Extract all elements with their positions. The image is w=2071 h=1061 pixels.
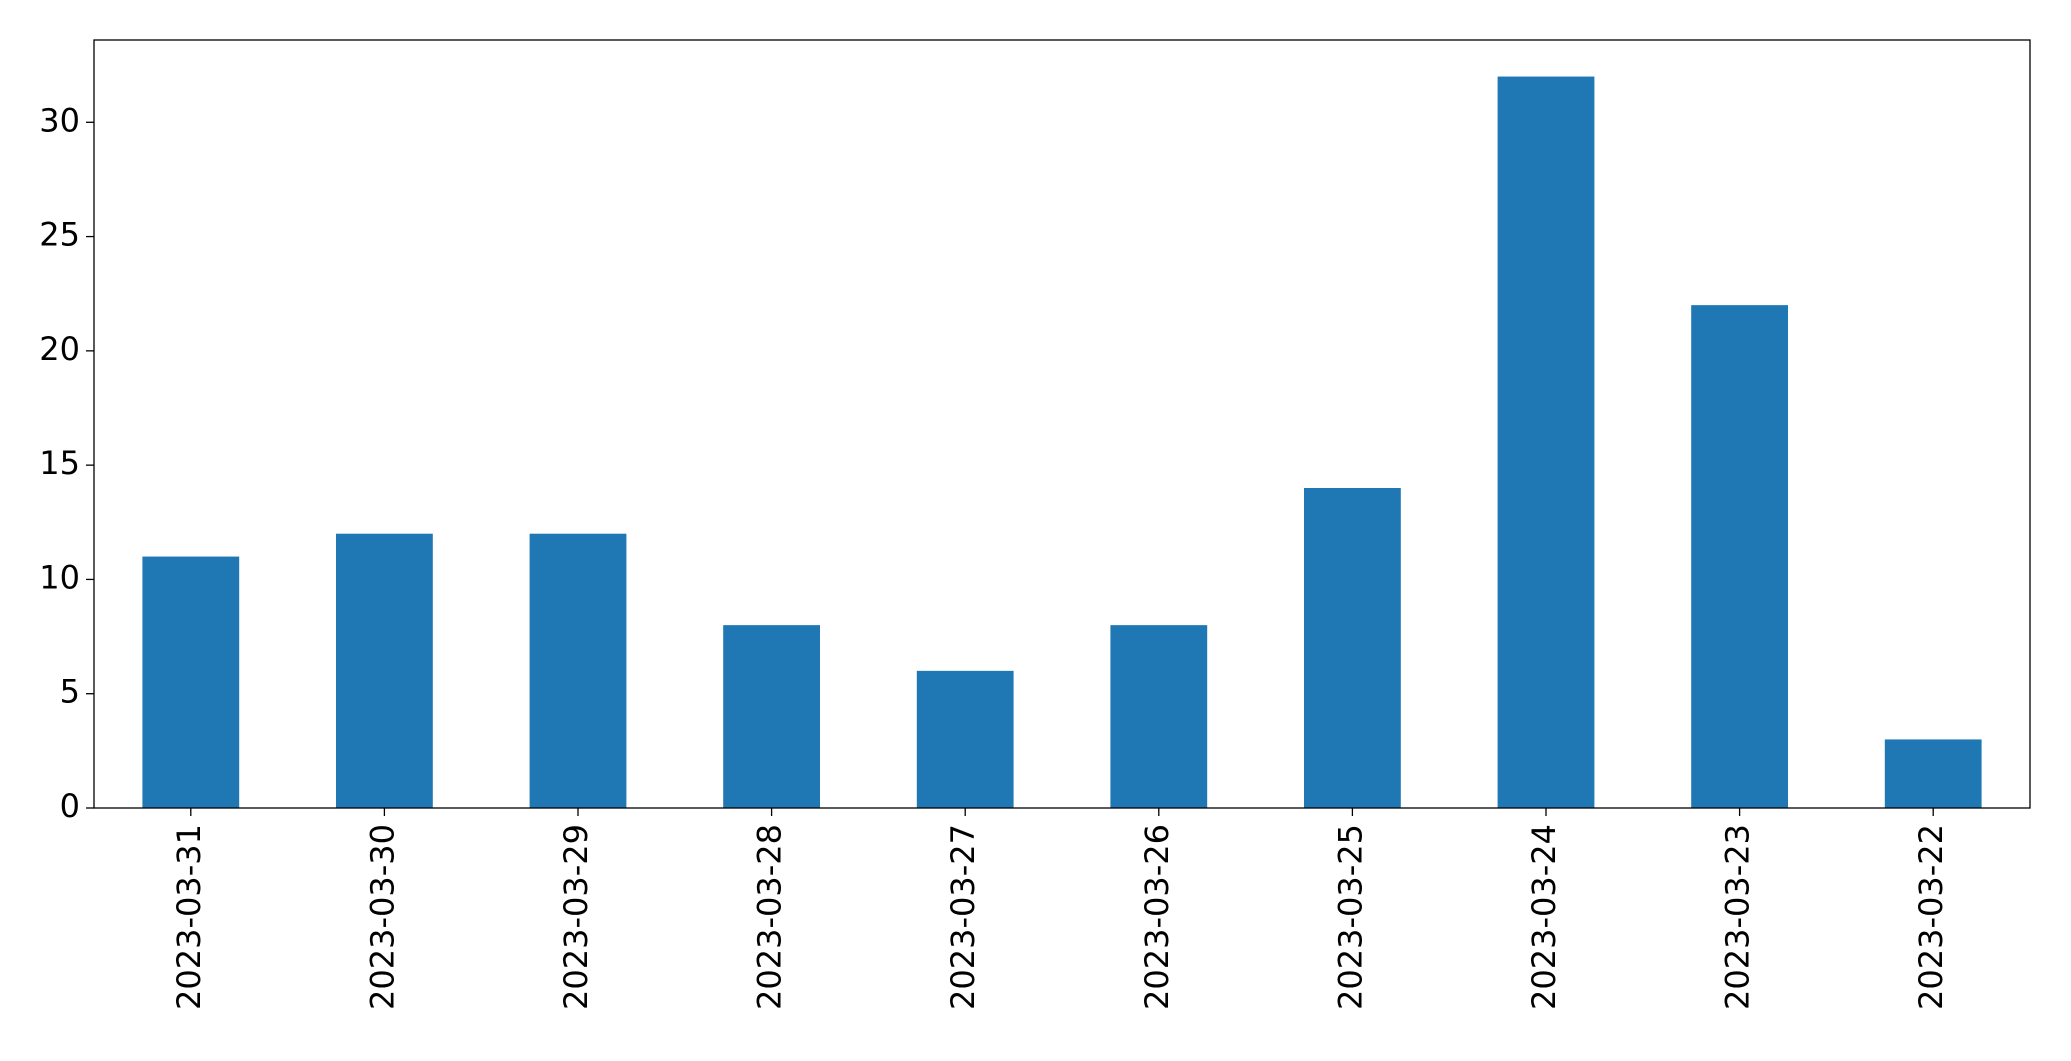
y-tick-label: 10: [39, 558, 80, 596]
y-tick-label: 0: [60, 787, 80, 825]
x-tick-label: 2023-03-24: [1525, 824, 1563, 1010]
x-tick-label: 2023-03-23: [1719, 824, 1757, 1010]
y-tick-label: 30: [39, 101, 80, 139]
x-tick-label: 2023-03-28: [751, 824, 789, 1010]
x-tick-label: 2023-03-30: [363, 824, 401, 1010]
x-tick-label: 2023-03-25: [1331, 824, 1369, 1010]
bar: [336, 533, 433, 808]
bar: [1497, 76, 1595, 809]
x-tick-label: 2023-03-31: [170, 824, 208, 1010]
y-tick-label: 25: [39, 216, 80, 254]
x-tick-label: 2023-03-27: [944, 824, 982, 1010]
bar: [723, 625, 820, 808]
bar: [1304, 488, 1401, 808]
bar: [916, 670, 1014, 808]
bar: [529, 533, 627, 808]
bar: [142, 556, 240, 808]
plot-frame: [93, 39, 2031, 809]
bar: [1110, 625, 1208, 808]
y-tick-label: 5: [60, 673, 80, 711]
bar: [1691, 305, 1788, 808]
x-tick-label: 2023-03-26: [1138, 824, 1176, 1010]
y-tick-label: 15: [39, 444, 80, 482]
y-tick-label: 20: [39, 330, 80, 368]
x-tick-label: 2023-03-29: [557, 824, 595, 1010]
bar: [1884, 739, 1982, 808]
x-tick-label: 2023-03-22: [1912, 824, 1950, 1010]
